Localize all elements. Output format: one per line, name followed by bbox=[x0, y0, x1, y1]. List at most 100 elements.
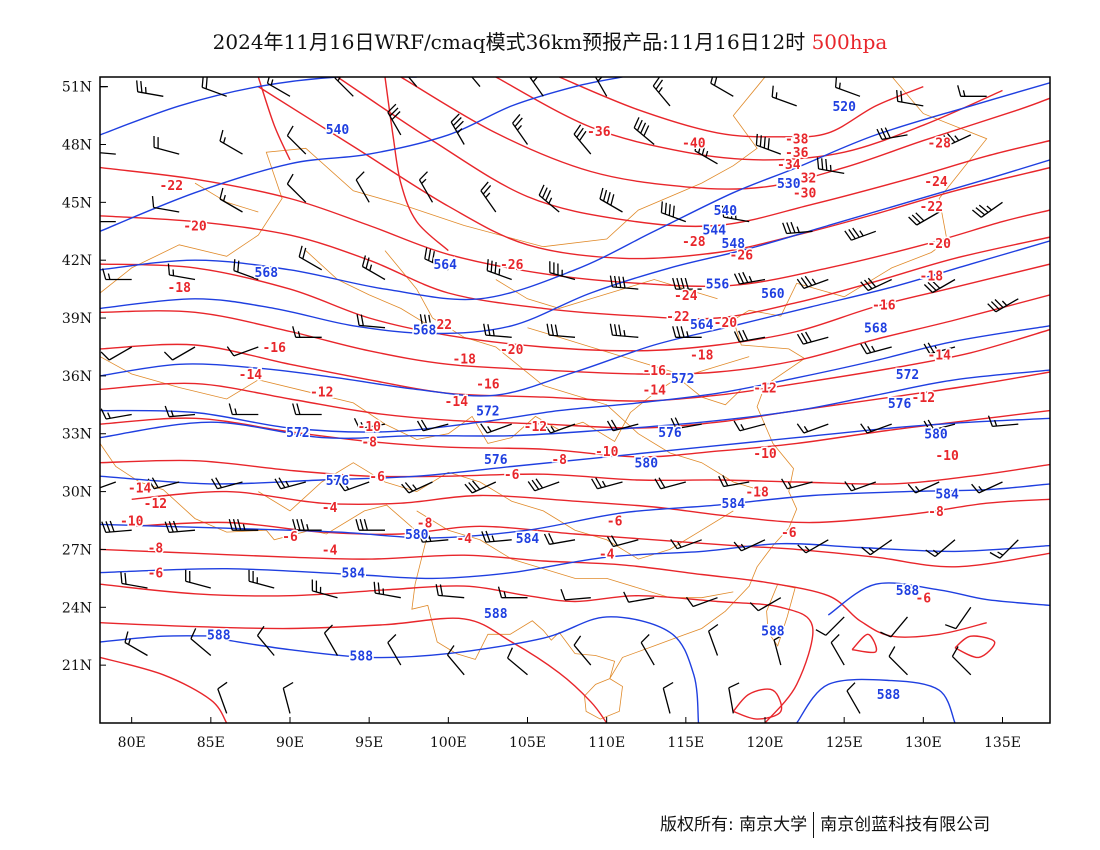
wind-barb bbox=[660, 201, 687, 223]
longitude-tick-label: 90E bbox=[276, 735, 304, 751]
longitude-tick-label: 135E bbox=[984, 735, 1021, 751]
border-line bbox=[574, 77, 988, 679]
wind-barb bbox=[796, 275, 829, 290]
longitude-tick-label: 125E bbox=[826, 735, 863, 751]
temperature-contour bbox=[100, 371, 1050, 429]
wind-barb bbox=[480, 181, 497, 213]
temperature-contour-label: -10 bbox=[753, 447, 777, 462]
wind-barb bbox=[880, 616, 908, 638]
temperature-contour-label: -16 bbox=[262, 341, 286, 356]
wind-barb bbox=[507, 647, 528, 676]
height-contour-label: 588 bbox=[896, 584, 920, 599]
temperature-contour bbox=[100, 656, 228, 723]
wind-barb bbox=[652, 77, 671, 107]
wind-barb bbox=[796, 423, 829, 434]
wind-barb bbox=[672, 277, 702, 290]
wind-barb bbox=[718, 475, 750, 488]
temperature-contour-label: -30 bbox=[793, 187, 817, 202]
temperature-contour-label: -10 bbox=[120, 515, 144, 530]
temperature-contour bbox=[100, 294, 1050, 375]
wind-barb bbox=[219, 187, 243, 213]
temperature-contour-label: -12 bbox=[310, 385, 333, 400]
height-contour-label: 588 bbox=[207, 628, 231, 643]
wind-barb bbox=[471, 77, 481, 88]
wind-barb bbox=[951, 646, 972, 676]
wind-barb bbox=[755, 133, 782, 155]
temperature-contour bbox=[131, 490, 1050, 524]
wind-barb bbox=[971, 481, 1003, 494]
temperature-contour-label: -6 bbox=[781, 526, 797, 541]
wind-barb bbox=[286, 173, 307, 203]
wind-barb bbox=[483, 323, 512, 338]
wind-barb bbox=[185, 569, 211, 589]
company-name: 南京创蓝科技有限公司 bbox=[820, 815, 991, 835]
height-contour-label: 572 bbox=[671, 372, 694, 387]
temperature-contour-label: -24 bbox=[924, 175, 948, 190]
temperature-contour-label: -28 bbox=[927, 137, 951, 152]
latitude-tick-label: 42N bbox=[62, 253, 92, 269]
wind-barb bbox=[292, 403, 322, 416]
temperature-contour-layer bbox=[100, 77, 1050, 723]
longitude-axis: 80E 85E 90E 95E 100E 105E 110E 115E 120E 125E 130E… bbox=[118, 717, 1021, 751]
wind-barb bbox=[815, 616, 845, 636]
wind-barb bbox=[361, 255, 386, 281]
wind-barb bbox=[662, 681, 674, 714]
temperature-contour-label: -10 bbox=[595, 445, 619, 460]
temperature-contour-label: -8 bbox=[551, 453, 567, 468]
temperature-contour-label: -26 bbox=[500, 258, 524, 273]
wind-barb bbox=[633, 117, 655, 145]
wind-barb bbox=[543, 423, 576, 434]
temperature-contour-label: -14 bbox=[128, 482, 152, 497]
temperature-contour-label: -28 bbox=[682, 235, 706, 250]
wind-barb bbox=[387, 103, 402, 136]
wind-barb bbox=[201, 77, 227, 97]
height-contour-label: 576 bbox=[658, 426, 682, 441]
wind-barb bbox=[419, 314, 449, 329]
temperature-contour-label: -14 bbox=[239, 368, 263, 383]
temperature-contour bbox=[558, 77, 924, 138]
footer-divider bbox=[813, 812, 815, 838]
temperature-contour-label: -20 bbox=[714, 316, 738, 331]
wind-barb bbox=[640, 634, 655, 666]
wind-barb bbox=[100, 220, 116, 223]
temperature-contour-label: -20 bbox=[500, 343, 524, 358]
wind-barb bbox=[373, 581, 401, 599]
temperature-contour-label: -8 bbox=[417, 517, 433, 532]
wind-barb bbox=[707, 623, 719, 656]
temperature-contour-label: -16 bbox=[642, 364, 666, 379]
wind-barb bbox=[353, 418, 386, 430]
temperature-contour bbox=[100, 617, 608, 723]
temperature-label-layer: -36-40 -38-36-34-32-30-28-24-22-20-18-16-… bbox=[118, 124, 960, 609]
height-contour bbox=[100, 635, 227, 643]
wind-barb bbox=[733, 329, 766, 343]
wind-barb bbox=[672, 326, 702, 338]
latitude-tick-label: 48N bbox=[62, 138, 92, 154]
wind-barb bbox=[450, 113, 465, 145]
wind-barb bbox=[694, 139, 718, 165]
wind-barb bbox=[907, 481, 940, 494]
height-contour-label: 572 bbox=[476, 405, 499, 420]
latitude-tick-label: 24N bbox=[62, 600, 92, 616]
wind-barb bbox=[844, 227, 877, 241]
temperature-contour-label: -18 bbox=[745, 486, 769, 501]
height-contour bbox=[100, 325, 1050, 433]
height-contour bbox=[100, 77, 623, 232]
pressure-level-label: 500hpa bbox=[811, 30, 888, 54]
wind-barb bbox=[844, 481, 877, 492]
temperature-contour bbox=[100, 459, 1050, 485]
wind-barb bbox=[228, 403, 259, 416]
height-contour-label: 584 bbox=[342, 567, 366, 582]
height-contour-label: 540 bbox=[326, 123, 350, 138]
latitude-tick-label: 21N bbox=[62, 658, 92, 674]
wind-barb bbox=[424, 247, 449, 271]
longitude-tick-label: 120E bbox=[747, 735, 784, 751]
wind-barb bbox=[418, 171, 434, 203]
wind-barb bbox=[957, 85, 987, 97]
height-contour-label: 584 bbox=[935, 488, 959, 503]
wind-barb bbox=[266, 77, 291, 97]
wind-barb bbox=[417, 530, 449, 543]
temperature-contour-label: -16 bbox=[476, 378, 500, 393]
wind-barb bbox=[334, 77, 354, 97]
plot-frame bbox=[99, 76, 1051, 724]
